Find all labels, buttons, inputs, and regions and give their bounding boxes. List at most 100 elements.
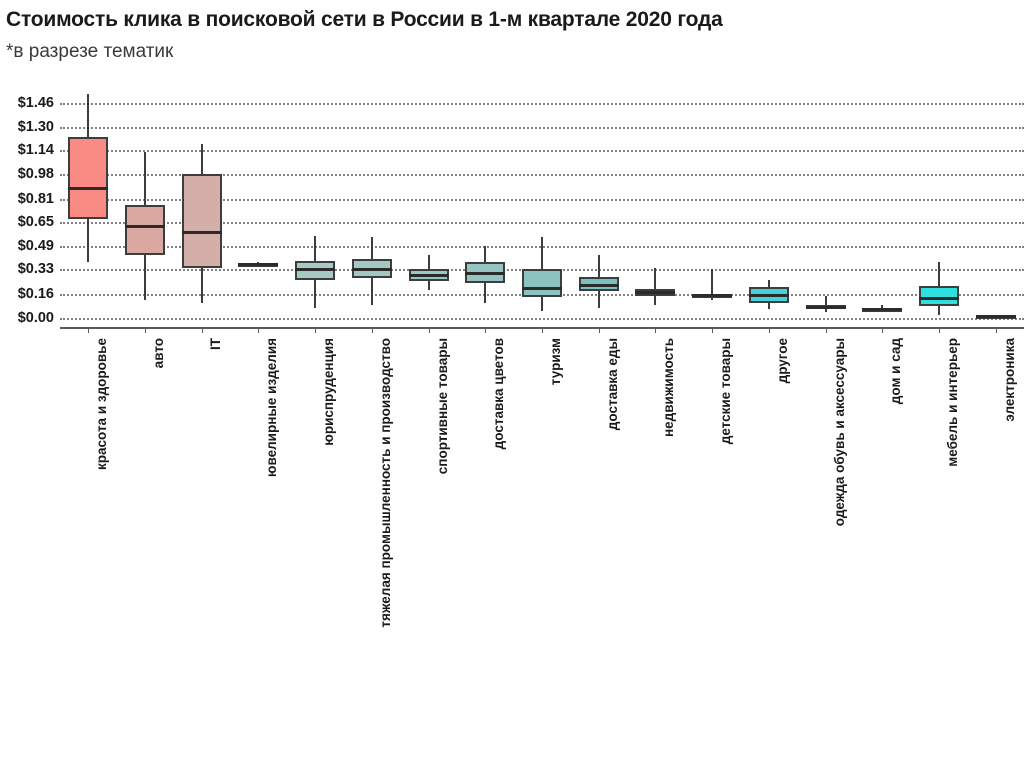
median-line [238, 263, 279, 267]
whisker-lower [711, 297, 714, 301]
box-iqr-rect[interactable] [68, 136, 109, 220]
box-plot-item[interactable] [635, 95, 676, 327]
x-axis-tick [542, 327, 543, 333]
median-line [522, 287, 562, 291]
x-axis-tick [145, 327, 147, 333]
whisker-upper [654, 267, 657, 289]
box-plot-item[interactable] [465, 95, 506, 327]
median-line [408, 273, 449, 277]
box-iqr-rect[interactable] [125, 204, 166, 255]
gridline [60, 126, 1024, 129]
whisker-lower [597, 291, 600, 308]
whisker-lower [314, 279, 317, 308]
box-plot-item[interactable] [125, 95, 166, 327]
whisker-lower [87, 219, 90, 263]
median-line [918, 297, 959, 301]
x-axis-label: авто [151, 338, 167, 369]
median-line [125, 225, 166, 229]
x-axis-label: ювелирные изделия [264, 338, 280, 478]
box-plot-item[interactable] [692, 95, 733, 327]
median-line [295, 267, 336, 271]
box-iqr-rect[interactable] [918, 285, 959, 307]
page-title: Стоимость клика в поисковой сети в Росси… [6, 8, 723, 31]
whisker-upper [427, 254, 430, 270]
x-axis-tick [201, 327, 203, 333]
y-axis-tick-label: $1.30 [17, 118, 54, 135]
box-plot-item[interactable] [748, 95, 789, 327]
y-axis-tick-label: $0.81 [17, 190, 54, 207]
box-plot-item[interactable] [805, 95, 846, 327]
x-axis-tick [485, 327, 487, 333]
whisker-upper [87, 94, 90, 137]
y-axis-tick-label: $0.16 [17, 286, 54, 303]
gridline [60, 103, 1024, 105]
x-axis-label: тяжелая промышленность и производство [377, 338, 393, 628]
whisker-upper [484, 245, 487, 263]
box-iqr-rect[interactable] [522, 269, 562, 298]
whisker-lower [654, 295, 657, 305]
whisker-lower [767, 303, 770, 310]
box-plot-item[interactable] [238, 95, 279, 327]
x-axis-tick [655, 327, 657, 333]
median-line [578, 284, 619, 288]
whisker-lower [484, 282, 487, 304]
median-line [748, 294, 789, 298]
whisker-upper [541, 237, 543, 270]
whisker-upper [144, 151, 147, 205]
whisker-lower [824, 309, 827, 313]
median-line [351, 267, 392, 271]
whisker-upper [370, 237, 373, 260]
x-axis-tick [428, 327, 430, 333]
gridline [60, 150, 1024, 153]
box-plot-item[interactable] [522, 95, 562, 327]
x-axis-label: мебель и интерьер [944, 338, 960, 467]
box-plot-item[interactable] [408, 95, 449, 327]
box-plot-item[interactable] [68, 94, 109, 327]
whisker-upper [314, 235, 317, 261]
y-axis-tick-label: $0.00 [17, 310, 54, 326]
whisker-upper [597, 254, 600, 277]
median-line [635, 291, 676, 295]
x-axis-tick [938, 327, 940, 333]
x-axis-label: доставка еды [604, 338, 620, 431]
gridline [60, 173, 1024, 176]
x-axis-label: детские товары [718, 338, 734, 445]
whisker-upper [824, 295, 827, 305]
x-axis-tick [258, 327, 260, 333]
median-line [465, 272, 506, 276]
y-axis-labels: $0.00 $0.16 $0.33 $0.49 $0.65 $0.81 $0.98 $1.14… [0, 95, 58, 327]
whisker-lower [200, 267, 203, 304]
gridline [60, 318, 1024, 320]
whisker-upper [937, 262, 940, 286]
box-iqr-rect[interactable] [181, 173, 222, 268]
x-axis-label: красота и здоровье [94, 338, 110, 470]
box-plot-item[interactable] [975, 95, 1016, 327]
gridline [60, 198, 1024, 201]
y-axis-tick-label: $1.46 [17, 95, 54, 111]
box-plot-item[interactable] [181, 95, 222, 327]
y-axis-tick-label: $0.65 [17, 214, 54, 231]
y-axis-tick-label: $0.49 [17, 237, 54, 254]
y-axis-tick-label: $1.14 [17, 142, 54, 159]
x-axis-tick [768, 327, 770, 333]
box-plot-item[interactable] [351, 95, 392, 327]
x-axis-label: электроника [1001, 338, 1017, 422]
whisker-lower [937, 306, 940, 316]
gridline [60, 222, 1024, 225]
x-axis-tick [712, 327, 714, 333]
whisker-lower [144, 254, 147, 301]
x-axis-tick [825, 327, 827, 333]
box-plot-item[interactable] [862, 95, 903, 327]
box-plot-item[interactable] [295, 95, 336, 327]
x-axis-tick [995, 327, 997, 333]
box-plot-item[interactable] [578, 95, 619, 327]
x-axis-tick [371, 327, 373, 333]
box-plot-item[interactable] [918, 95, 959, 327]
x-axis-label: спортивные товары [434, 338, 450, 475]
x-axis-label: туризм [548, 338, 563, 386]
x-axis-label: IT [207, 338, 223, 350]
whisker-lower [541, 297, 543, 311]
whisker-upper [881, 304, 884, 308]
y-axis-tick-label: $0.33 [17, 261, 54, 278]
